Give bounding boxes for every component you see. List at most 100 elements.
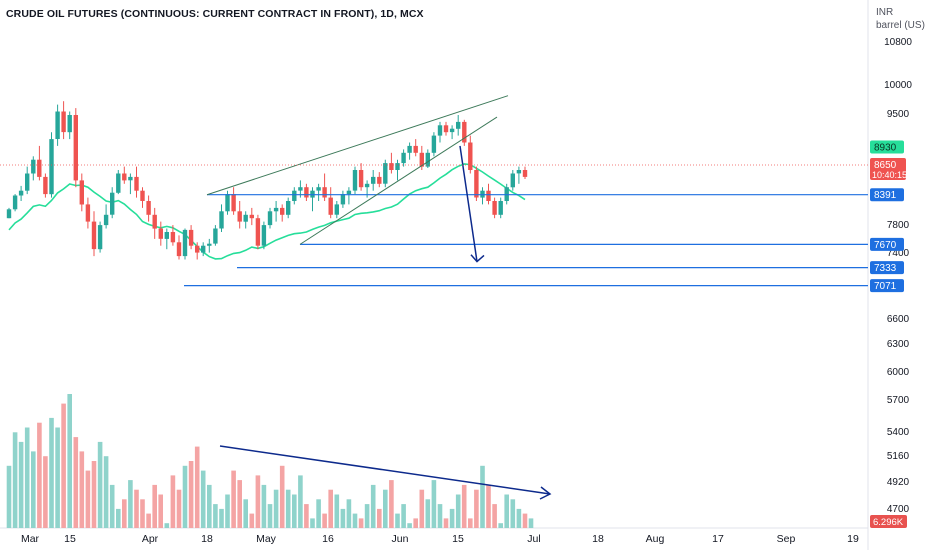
volume-bar bbox=[267, 504, 273, 528]
volume-bar bbox=[449, 508, 455, 528]
price-axis: 10800 10000 9500 7800 7400 6600 6300 6000 5700 54… bbox=[884, 37, 912, 515]
time-tick-label: 18 bbox=[201, 533, 213, 545]
volume-bar bbox=[516, 508, 522, 528]
volume-bar bbox=[158, 494, 163, 528]
volume-badge-label: 6.296K bbox=[873, 517, 904, 528]
volume-bar bbox=[73, 437, 79, 528]
volume-bar bbox=[285, 489, 291, 528]
volume-bar bbox=[188, 461, 194, 528]
candle-body bbox=[522, 170, 528, 177]
candle-body bbox=[298, 187, 303, 191]
price-tick-label: 5400 bbox=[887, 427, 910, 438]
candle-body bbox=[91, 221, 97, 250]
volume-bar bbox=[164, 523, 170, 528]
current-price-badge-bg bbox=[870, 158, 906, 180]
candle-body bbox=[170, 232, 176, 243]
candle-body bbox=[443, 125, 449, 133]
level-badge-bg bbox=[870, 279, 904, 293]
candle-body bbox=[304, 187, 309, 198]
candle-body bbox=[79, 180, 84, 205]
candle-body bbox=[43, 176, 48, 195]
volume-bar bbox=[468, 518, 473, 528]
volume-bar bbox=[134, 489, 139, 528]
candle-body bbox=[280, 207, 285, 215]
candle-body bbox=[389, 163, 394, 170]
volume-bar bbox=[219, 508, 224, 528]
candle-body bbox=[31, 159, 36, 174]
price-tick-label: 6300 bbox=[887, 339, 910, 350]
volume-bar bbox=[328, 489, 333, 528]
candle-body bbox=[219, 211, 224, 229]
candle-body bbox=[176, 242, 182, 257]
volume-bar bbox=[455, 494, 461, 528]
candle-body bbox=[237, 211, 242, 222]
level-badge-bg bbox=[870, 188, 904, 202]
volume-bar bbox=[522, 513, 528, 528]
candle-body bbox=[164, 232, 169, 239]
volume-bar bbox=[310, 518, 315, 528]
volume-trend-arrow bbox=[219, 445, 551, 495]
volume-bar bbox=[498, 523, 503, 528]
candle-body bbox=[456, 121, 461, 129]
level-badge: 7071 bbox=[874, 281, 897, 292]
candle-body bbox=[134, 176, 139, 191]
volume-bar bbox=[298, 475, 303, 528]
unit-label: barrel (US) bbox=[876, 20, 925, 31]
volume-bar bbox=[474, 489, 479, 528]
candle-body bbox=[231, 194, 236, 212]
candle-body bbox=[468, 142, 473, 170]
price-tick-label: 6000 bbox=[887, 367, 910, 378]
volume-bar bbox=[346, 499, 352, 528]
volume-bar bbox=[358, 518, 364, 528]
level-badge: 8391 bbox=[874, 190, 897, 201]
currency-label: INR bbox=[876, 7, 894, 18]
volume-bar bbox=[18, 441, 24, 528]
volume-bar bbox=[31, 451, 36, 528]
volume-bar bbox=[510, 499, 516, 528]
volume-bar bbox=[292, 494, 297, 528]
candle-body bbox=[352, 170, 358, 191]
candle-body bbox=[140, 190, 145, 201]
volume-bar bbox=[182, 465, 188, 528]
candle-body bbox=[498, 201, 503, 215]
price-tick-label: 9500 bbox=[887, 109, 910, 120]
volume-bar bbox=[61, 403, 66, 528]
candle-body bbox=[322, 187, 327, 198]
volume-bar bbox=[49, 417, 54, 528]
candle-body bbox=[37, 159, 42, 177]
volume-bar bbox=[352, 513, 358, 528]
time-axis: Mar 15 Apr 18 May 16 Jun 15 Jul 18 Aug 17 Sep 19 bbox=[21, 533, 859, 545]
volume-bar bbox=[340, 508, 346, 528]
volume-bar bbox=[492, 504, 497, 528]
candle-body bbox=[340, 194, 346, 205]
volume-bar bbox=[407, 523, 412, 528]
volume-bar bbox=[480, 465, 485, 528]
trend-drawings bbox=[206, 95, 552, 500]
volume-bar bbox=[43, 456, 48, 528]
candle-body bbox=[146, 201, 151, 215]
price-tick-label: 7800 bbox=[887, 220, 910, 231]
candle-body bbox=[67, 115, 72, 133]
volume-trend-arrowhead bbox=[539, 486, 552, 500]
volume-bar bbox=[12, 432, 18, 528]
candle-body bbox=[243, 214, 248, 222]
volume-bar bbox=[528, 518, 534, 528]
price-tick-label: 4700 bbox=[887, 504, 910, 515]
volume-bar bbox=[85, 470, 91, 528]
price-tick-label: 4920 bbox=[887, 477, 910, 488]
volume-bar bbox=[322, 513, 327, 528]
ma-badge-bg bbox=[870, 140, 904, 154]
time-tick-label: Sep bbox=[777, 533, 796, 545]
candle-body bbox=[122, 173, 127, 181]
candle-body bbox=[474, 170, 479, 198]
candle-body bbox=[371, 176, 376, 184]
volume-bar bbox=[425, 499, 431, 528]
price-tick-label: 5160 bbox=[887, 451, 910, 462]
volume-bar bbox=[504, 494, 509, 528]
candle-body bbox=[413, 145, 418, 153]
volume-bar bbox=[279, 465, 285, 528]
volume-bar bbox=[255, 475, 261, 528]
time-tick-label: 15 bbox=[452, 533, 464, 545]
volume-bar bbox=[377, 508, 382, 528]
